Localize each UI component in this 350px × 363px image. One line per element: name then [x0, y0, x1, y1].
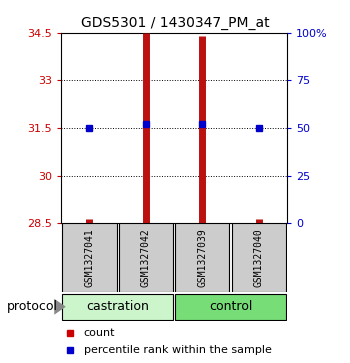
Bar — [232, 223, 286, 292]
Text: percentile rank within the sample: percentile rank within the sample — [84, 345, 272, 355]
Text: control: control — [209, 299, 252, 313]
Bar — [175, 294, 286, 320]
Bar — [62, 294, 173, 320]
Bar — [119, 223, 173, 292]
Bar — [62, 223, 117, 292]
Text: castration: castration — [86, 299, 149, 313]
Text: GSM1327039: GSM1327039 — [197, 228, 207, 287]
Text: protocol: protocol — [7, 300, 58, 313]
Text: GSM1327040: GSM1327040 — [254, 228, 264, 287]
Text: GSM1327041: GSM1327041 — [84, 228, 94, 287]
Text: count: count — [84, 328, 115, 338]
Text: GDS5301 / 1430347_PM_at: GDS5301 / 1430347_PM_at — [81, 16, 269, 30]
Polygon shape — [54, 299, 66, 315]
Bar — [175, 223, 230, 292]
Text: GSM1327042: GSM1327042 — [141, 228, 151, 287]
